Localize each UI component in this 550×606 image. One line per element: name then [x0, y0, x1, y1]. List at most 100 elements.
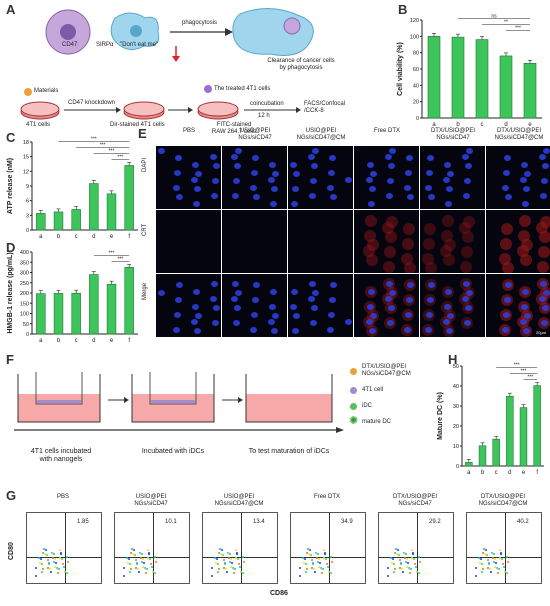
atp-ytick-label-6: 18 [23, 140, 29, 146]
cancer-cell-nucleus-icon [60, 24, 76, 40]
legend-4t1: 4T1 cell [350, 384, 436, 400]
confocal-image [486, 274, 550, 337]
confocal-image [288, 210, 353, 273]
atp-sig-label-3: *** [91, 136, 97, 142]
panel-g-label: G [6, 488, 17, 503]
4t1-cell-icon [350, 387, 357, 394]
viability-category-3: d [504, 122, 507, 128]
hmgb1-bar-0 [36, 293, 46, 335]
atp-category-5: f [128, 234, 130, 240]
hmgb1-bar-1 [53, 293, 64, 335]
atp-ytick-label-0: 0 [26, 228, 29, 234]
flow-plot: 1.85 [26, 512, 102, 584]
mature-dc-ytick-label-0: 0 [456, 464, 459, 470]
viability-ytick-label-2: 40 [413, 83, 419, 89]
viability-ytick-label-1: 20 [413, 100, 419, 106]
hmgb1-category-4: e [110, 338, 114, 344]
flow-quadrant-value: 1.85 [77, 519, 89, 525]
confocal-image [354, 210, 419, 273]
atp-bar-0 [36, 213, 46, 231]
readout-label: FACS/Confocal /CCK-8 [304, 101, 346, 114]
hmgb1-ytick-label-0: 0 [26, 332, 29, 338]
flow-quadrant-value: 13.4 [253, 519, 265, 525]
panel-a-schematic [20, 8, 314, 120]
flow-plot: 13.4 [202, 512, 278, 584]
viability-bar-3 [499, 55, 513, 119]
atp-category-1: b [57, 234, 61, 240]
atp-ytick-label-1: 3 [26, 213, 29, 219]
confocal-column-title: DTX/USIO@PEI NGs/siCD47 [430, 128, 476, 141]
flow-plot: 10.1 [114, 512, 190, 584]
cells-4t1-label: 4T1 cells [26, 122, 51, 128]
hmgb1-ytick-label-7: 350 [20, 260, 29, 266]
panel-h-label: H [448, 352, 458, 367]
confocal-image [156, 146, 221, 209]
mature-dc-category-5: f [536, 470, 538, 476]
viability-category-0: a [432, 122, 436, 128]
viability-ytick-label-3: 60 [413, 67, 419, 73]
hmgb1-ylabel: HMGB-1 release (pg/mL) [7, 252, 14, 333]
confocal-image [222, 274, 287, 337]
mature-dc-sig-label-0: *** [527, 375, 533, 381]
hmgb1-category-2: c [75, 338, 78, 344]
idc-icon [350, 403, 357, 410]
atp-bar-2 [71, 209, 81, 231]
cell-viability-chart: 0 20 40 60 80 100 120 a b c d e Cell viability (%) **… [397, 13, 542, 128]
hmgb1-ytick-label-2: 100 [20, 312, 29, 318]
flow-plot: 34.9 [290, 512, 366, 584]
hmgb1-bar-3 [89, 274, 99, 335]
dir-stained-label: Dir-stained 4T1 cells [110, 122, 165, 128]
legend-nanogel: DTX/USIO@PEI NGs/siCD47@CM [350, 364, 436, 384]
hours-label: 12 h [258, 113, 270, 119]
flow-xlabel: CD86 [270, 590, 288, 597]
confocal-image [420, 274, 485, 337]
flow-plot-title: PBS [56, 494, 69, 500]
treated-cell-icon [204, 85, 212, 93]
confocal-column-title: USIO@PEI NGs/siCD47 [238, 128, 272, 141]
mature-dc-bar-1 [478, 445, 487, 467]
flow-plot: 29.2 [378, 512, 454, 584]
panel-f-label: F [6, 352, 14, 367]
viability-ytick-label-5: 100 [410, 34, 419, 40]
fitc-label: FITC-stained RAW 264.7 cells [211, 122, 257, 135]
materials-label: Materials [34, 88, 59, 94]
flow-plot-title: DTX/USIO@PEI NGs/siCD47@CM [478, 494, 528, 507]
confocal-row-label: DAPI [142, 157, 148, 172]
panel-e-label: E [138, 126, 147, 141]
hmgb1-sig-label-0: *** [117, 256, 123, 262]
panel-f-legend: DTX/USIO@PEI NGs/siCD47@CM 4T1 cell iDC … [349, 364, 436, 432]
confocal-image [288, 274, 353, 337]
atp-category-4: e [110, 234, 114, 240]
flow-quadrant-value: 34.9 [341, 519, 353, 525]
treated-label: The treated 4T1 cells [214, 86, 271, 92]
hmgb1-ytick-label-1: 50 [23, 322, 29, 328]
flow-cytometry-row: PBS 1.85 USIO@PEI NGs/siCD47 10.1 USIO@PEI N… [8, 494, 548, 606]
step1-label: 4T1 cells incubated with nanogels [30, 448, 92, 463]
mature-dc-sig-label-2: *** [514, 363, 520, 369]
mature-dc-category-4: e [522, 470, 526, 476]
viability-category-4: e [528, 122, 532, 128]
flow-quadrant-value: 40.2 [517, 519, 529, 525]
hmgb1-ytick-label-3: 150 [20, 301, 29, 307]
atp-category-3: d [92, 234, 95, 240]
confocal-column-title: USIO@PEI NGs/siCD47@CM [296, 128, 346, 141]
confocal-row-label: Merge [142, 282, 148, 300]
dish-fitc-icon [197, 101, 239, 117]
legend-mature-dc: ✺ mature DC [349, 416, 436, 432]
viability-sig-label-1: ** [504, 19, 508, 25]
hmgb1-bar-2 [71, 292, 81, 335]
dont-eat-label: "Don't eat me" [120, 42, 159, 48]
viability-category-1: b [456, 122, 460, 128]
transwell-1-icon [17, 372, 101, 423]
viability-bar-2 [475, 39, 489, 119]
confocal-image [156, 274, 221, 337]
flow-quadrant-value: 10.1 [165, 519, 177, 525]
panel-c-label: C [6, 130, 16, 145]
flow-quadrant-value: 29.2 [429, 519, 441, 525]
viability-bar-4 [523, 62, 537, 119]
hmgb1-ytick-label-8: 400 [20, 250, 29, 256]
mature-dc-bar-0 [465, 462, 473, 467]
confocal-image [420, 210, 485, 273]
transwell-2-icon [131, 372, 215, 423]
